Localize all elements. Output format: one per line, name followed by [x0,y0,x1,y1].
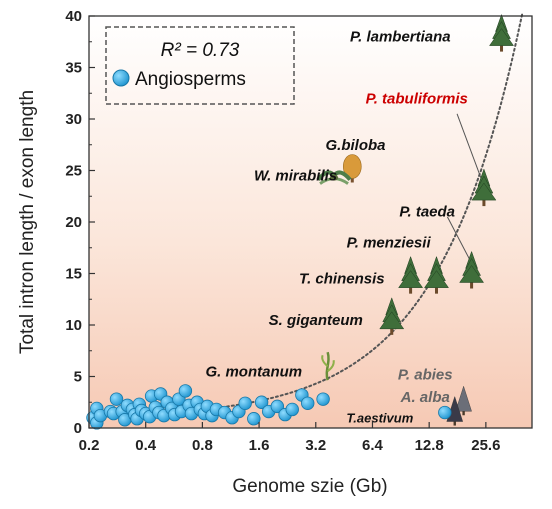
y-tick-label: 10 [65,317,82,334]
x-tick-label: 0.8 [192,437,213,454]
angiosperm-point [285,402,299,417]
y-tick-label: 30 [65,111,82,128]
species-label: W. mirabilis [254,168,337,185]
x-tick-label: 3.2 [305,437,326,454]
species-label: P. taeda [399,204,455,221]
gnetum-vine-icon [321,351,335,381]
species-label: T.aestivum [346,411,413,426]
leaf [321,354,329,367]
species-label: G. montanum [205,363,302,380]
tree-foliage [379,311,405,330]
angiosperm-point [178,384,193,398]
tree-trunk [482,200,486,207]
x-tick-label: 0.4 [135,437,157,454]
pine-tree-icon [424,255,449,294]
x-tick-label: 0.2 [79,437,100,454]
pine-tree-icon [489,13,515,52]
legend-box [105,26,295,105]
species-label: P. menziesii [347,235,432,252]
pine-tree-icon [471,168,497,207]
species-label: P. tabuliformis [366,90,468,107]
tree-trunk [390,328,394,335]
species-label: P. abies [398,366,453,383]
stem [330,174,339,181]
angiosperm-point [301,396,315,410]
x-axis-title: Genome szie (Gb) [232,476,387,497]
tree-trunk [500,45,504,52]
tree-trunk [470,282,474,289]
x-tick-label: 1.6 [249,437,270,454]
y-tick-label: 25 [65,163,82,180]
welwitschia-icon [316,170,352,185]
wheat-point [438,405,452,420]
angiosperm-point [270,399,285,414]
leader-line [446,216,473,264]
tree-foliage [455,385,472,412]
y-tick-label: 40 [65,8,82,25]
tree-foliage [459,265,485,283]
y-tick-label: 15 [65,266,82,283]
species-label: S. giganteum [269,312,363,329]
angiosperm-point [254,395,269,409]
y-tick-label: 20 [65,214,82,231]
vine [325,351,330,381]
y-tick-label: 35 [65,60,82,77]
y-axis-title: Total intron length / exon length [17,90,38,354]
x-tick-label: 12.8 [415,437,444,454]
pine-tree-icon [398,255,424,294]
legend-angiosperms-label: Angiosperms [135,69,246,90]
species-label: G.biloba [325,137,385,154]
angiosperm-point [316,392,330,406]
tree-foliage [424,270,449,288]
species-label: P. lambertiana [350,29,451,46]
leaf [327,360,335,373]
plot-background [89,16,532,428]
pine-tree-icon [379,297,405,335]
tree-canopy [342,154,362,179]
species-label: A. alba [400,389,450,406]
leader-line [456,113,485,187]
tree-trunk [434,287,438,294]
tree-foliage [489,28,515,46]
pine-tree-icon [459,250,485,289]
angiosperm-point [238,396,252,410]
legend: R² = 0.73 Angiosperms [105,26,295,105]
x-tick-label: 6.4 [362,437,384,454]
tree-trunk [462,410,465,416]
x-tick-label: 25.6 [471,437,500,454]
tree-trunk [409,287,413,294]
tree-foliage [471,182,497,201]
y-tick-label: 0 [74,420,82,437]
species-label: T. chinensis [299,271,385,288]
r-squared-label: R² = 0.73 [161,40,240,61]
tree-foliage [398,270,424,288]
legend-angiosperm-marker [112,69,130,87]
tree-trunk [453,420,456,426]
angiosperm-point [109,392,124,406]
angiosperm-point [247,412,261,426]
y-tick-label: 5 [74,369,82,386]
spruce-tree-icon [455,385,472,416]
ginkgo-tree-icon [342,154,362,183]
